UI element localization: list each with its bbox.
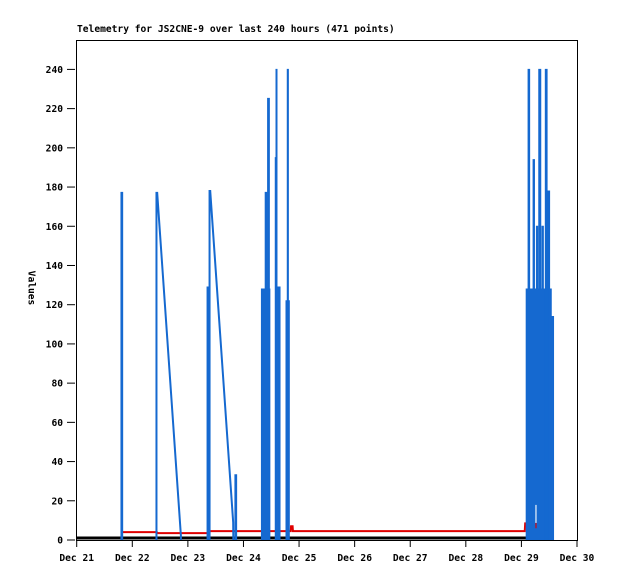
blue-series-segment (277, 286, 281, 540)
x-tick-label: Dec 21 (59, 553, 94, 564)
y-tick-label: 200 (46, 143, 64, 154)
blue-series-segment (206, 286, 210, 540)
y-tick-label: 220 (46, 104, 64, 115)
blue-series-segment (264, 191, 268, 290)
y-tick-label: 120 (46, 300, 64, 311)
blue-series-segment (120, 191, 124, 540)
x-tick-label: Dec 27 (393, 553, 428, 564)
x-tick-label: Dec 25 (282, 553, 317, 564)
x-tick-label: Dec 23 (171, 553, 206, 564)
blue-series-segment (208, 189, 235, 541)
y-tick-label: 180 (46, 183, 64, 194)
y-tick-label: 100 (46, 339, 64, 350)
blue-series-segment (532, 159, 535, 290)
blue-series-segment (260, 288, 271, 540)
blue-series-segment (234, 474, 238, 540)
y-tick-label: 240 (46, 65, 64, 76)
y-tick-label: 140 (46, 261, 64, 272)
blue-series-segment (527, 68, 531, 290)
y-tick-label: 60 (51, 418, 63, 429)
red-notch-overlay (535, 522, 537, 529)
chart-title: Telemetry for JS2CNE-9 over last 240 hou… (77, 24, 395, 35)
red-series (121, 522, 554, 535)
blue-series-segment (285, 68, 290, 540)
white-notch-overlay (535, 504, 537, 523)
y-tick-label: 40 (51, 457, 63, 468)
blue-series-segment (538, 68, 542, 290)
x-tick-label: Dec 26 (337, 553, 372, 564)
blue-series-segment (547, 190, 555, 540)
y-tick-label: 0 (57, 536, 63, 547)
blue-series-segment (544, 68, 548, 540)
blue-series-segment (525, 288, 547, 540)
y-tick-label: 80 (51, 379, 63, 390)
blue-series-segment (267, 97, 270, 290)
blue-series-segment (541, 225, 544, 290)
x-tick-label: Dec 28 (448, 553, 483, 564)
x-tick-label: Dec 30 (560, 553, 595, 564)
x-tick-label: Dec 22 (115, 553, 150, 564)
blue-series-segment (155, 191, 182, 540)
y-tick-label: 20 (51, 496, 63, 507)
x-tick-label: Dec 24 (226, 553, 261, 564)
blue-series-segment (274, 68, 278, 540)
plot-border (76, 40, 578, 541)
blue-series-segment (535, 225, 539, 290)
x-tick-label: Dec 29 (504, 553, 539, 564)
y-tick-label: 160 (46, 222, 64, 233)
